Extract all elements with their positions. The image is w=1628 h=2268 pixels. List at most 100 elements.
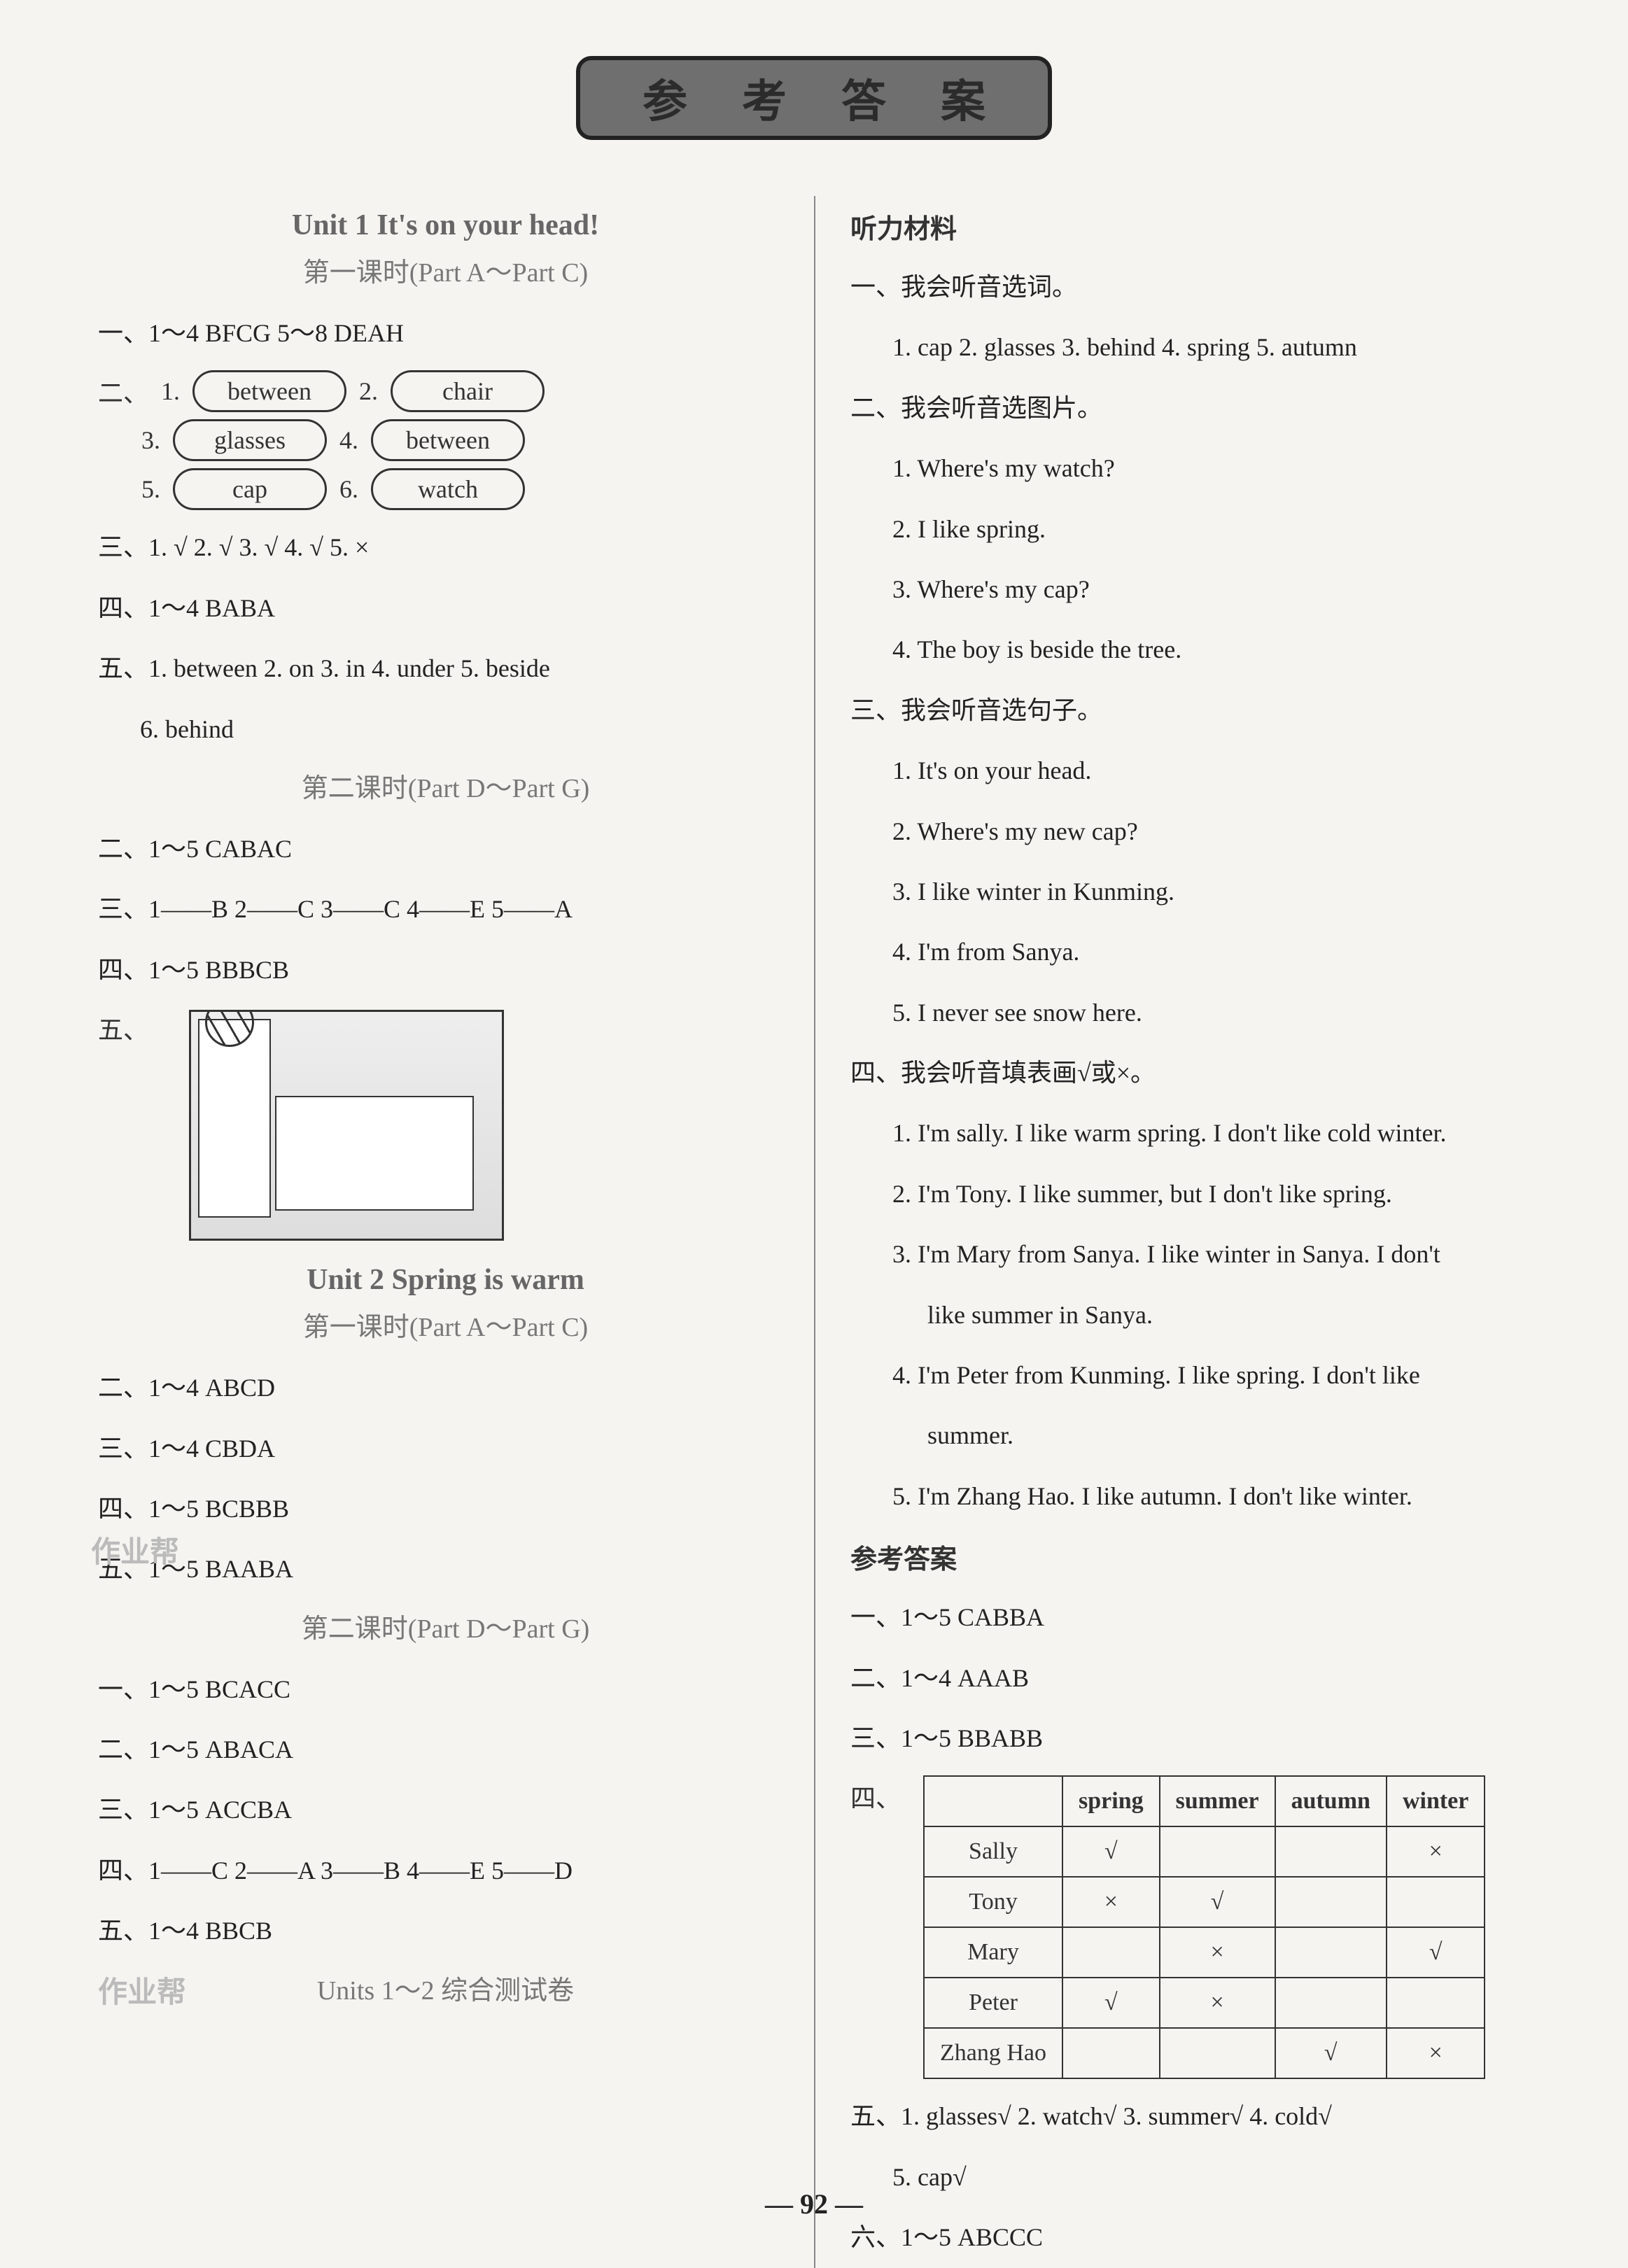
oval-answer: cap [173, 468, 327, 510]
answer-line: 三、1～4 CBDA [98, 1418, 793, 1479]
num: 4. [339, 425, 358, 455]
table-cell: × [1387, 1826, 1485, 1877]
table-cell: Mary [924, 1927, 1062, 1978]
listening-line: 1. cap 2. glasses 3. behind 4. spring 5.… [850, 317, 1530, 377]
page-title-text: 参考答案 [643, 66, 1040, 130]
answer-line: 五、1. between 2. on 3. in 4. under 5. bes… [98, 638, 793, 698]
answers-heading: 参考答案 [850, 1537, 1530, 1576]
listening-line: 3. Where's my cap? [850, 559, 1530, 619]
table-cell [1062, 1927, 1160, 1978]
oval-answer: between [371, 419, 525, 461]
answer-line: 三、1——B 2——C 3——C 4——E 5——A [98, 879, 793, 939]
answer-label: 五、 [98, 1000, 140, 1060]
table-header-cell: summer [1160, 1776, 1275, 1826]
room-illustration [189, 1010, 504, 1241]
listening-line: 4. I'm Peter from Kunming. I like spring… [850, 1345, 1530, 1405]
answer-line: 一、1～5 BCACC [98, 1659, 793, 1719]
table-cell: Tony [924, 1877, 1062, 1927]
table-cell: √ [1062, 1826, 1160, 1877]
answer-table: springsummerautumnwinter Sally√×Tony×√Ma… [923, 1775, 1485, 2079]
watermark: 作业帮 [98, 1968, 186, 2011]
answer-line: 一、1～4 BFCG 5～8 DEAH [98, 303, 793, 363]
listening-line: 4. The boy is beside the tree. [850, 619, 1530, 679]
answer-line: 四、1～5 BCBBB [98, 1479, 793, 1539]
listening-line: 2. I like spring. [850, 499, 1530, 559]
table-row: Mary × √ [924, 1927, 1485, 1978]
content-columns: Unit 1 It's on your head! 第一课时(Part A～Pa… [77, 196, 1551, 2268]
listening-line: 1. It's on your head. [850, 740, 1530, 801]
left-column: Unit 1 It's on your head! 第一课时(Part A～Pa… [77, 196, 814, 2268]
oval-row-3: 5. cap 6. watch [98, 468, 793, 510]
answer-line: 四、1～4 BABA [98, 578, 793, 638]
answer-line: 四、1——C 2——A 3——B 4——E 5——D [98, 1840, 793, 1901]
right-column: 听力材料 一、我会听音选词。 1. cap 2. glasses 3. behi… [814, 196, 1551, 2268]
listening-line: summer. [850, 1405, 1530, 1465]
table-cell [1275, 1927, 1387, 1978]
oval-row-label: 二、 [98, 373, 148, 409]
table-cell [1275, 1978, 1387, 2028]
table-cell: √ [1062, 1978, 1160, 2028]
oval-row-2: 3. glasses 4. between [98, 419, 793, 461]
watermark: 作业帮 [91, 1518, 179, 1589]
table-header-cell: winter [1387, 1776, 1485, 1826]
table-row: Zhang Hao√× [924, 2028, 1485, 2078]
listening-line: 2. I'm Tony. I like summer, but I don't … [850, 1164, 1530, 1224]
table-cell [1387, 1877, 1485, 1927]
image-answer-row: 五、 [98, 1000, 793, 1251]
table-cell: √ [1387, 1927, 1485, 1978]
table-cell: × [1160, 1927, 1275, 1978]
table-cell [1160, 1826, 1275, 1877]
listening-line: like summer in Sanya. [850, 1285, 1530, 1345]
table-cell [1275, 1826, 1387, 1877]
section-heading: 三、我会听音选句子。 [850, 680, 1530, 740]
table-cell: Sally [924, 1826, 1062, 1877]
section-heading: 二、我会听音选图片。 [850, 378, 1530, 438]
table-cell: Peter [924, 1978, 1062, 2028]
table-cell [1387, 1978, 1485, 2028]
page-title-box: 参考答案 [576, 56, 1052, 140]
table-cell [1275, 1877, 1387, 1927]
listening-line: 2. Where's my new cap? [850, 801, 1530, 861]
table-row: Peter√× [924, 1978, 1485, 2028]
answer-line: 二、1～5 CABAC [98, 819, 793, 879]
oval-answer: between [192, 370, 346, 412]
listening-line: 4. I'm from Sanya. [850, 922, 1530, 982]
num: 2. [359, 376, 378, 406]
page-footer: — 92 — [0, 2188, 1628, 2220]
num: 1. [161, 376, 180, 406]
unit2-heading: Unit 2 Spring is warm [98, 1263, 793, 1297]
answer-line: 三、1. √ 2. √ 3. √ 4. √ 5. × [98, 517, 793, 577]
answer-line: 四、1～5 BBBCB [98, 940, 793, 1000]
unit2-sub1: 第一课时(Part A～Part C) [98, 1305, 793, 1344]
listening-line: 5. I never see snow here. [850, 982, 1530, 1043]
answer-line: 五、1～4 BBCB [98, 1901, 793, 1961]
table-cell: × [1062, 1877, 1160, 1927]
combined-heading: 作业帮 Units 1～2 综合测试卷 [98, 1968, 793, 2007]
table-cell: √ [1160, 1877, 1275, 1927]
listening-line: 1. Where's my watch? [850, 438, 1530, 498]
table-cell: Zhang Hao [924, 2028, 1062, 2078]
oval-row-1: 二、 1. between 2. chair [98, 370, 793, 412]
num: 5. [141, 474, 160, 504]
answer-line: 三、1～5 ACCBA [98, 1780, 793, 1840]
num: 6. [339, 474, 358, 504]
answer-line: 三、1～5 BBABB [850, 1708, 1530, 1768]
table-header-cell: autumn [1275, 1776, 1387, 1826]
combined-heading-text: Units 1～2 综合测试卷 [317, 1976, 574, 2006]
answer-line: 一、1～5 CABBA [850, 1587, 1530, 1647]
unit2-sub2: 第二课时(Part D～Part G) [98, 1607, 793, 1645]
oval-answer: chair [391, 370, 545, 412]
answer-line: 二、1～4 ABCD [98, 1358, 793, 1418]
table-row: Sally√ × [924, 1826, 1485, 1877]
unit1-sub2: 第二课时(Part D～Part G) [98, 766, 793, 805]
table-cell [1160, 2028, 1275, 2078]
table-row: Tony×√ [924, 1877, 1485, 1927]
answer-line: 6. behind [98, 699, 793, 759]
page-number: 92 [800, 2188, 828, 2220]
ball-icon [205, 1010, 254, 1047]
table-cell [1062, 2028, 1160, 2078]
answer-line: 作业帮 五、1～5 BAABA [98, 1539, 793, 1599]
table-header-cell: spring [1062, 1776, 1160, 1826]
listening-line: 5. I'm Zhang Hao. I like autumn. I don't… [850, 1466, 1530, 1526]
unit1-sub1: 第一课时(Part A～Part C) [98, 251, 793, 289]
